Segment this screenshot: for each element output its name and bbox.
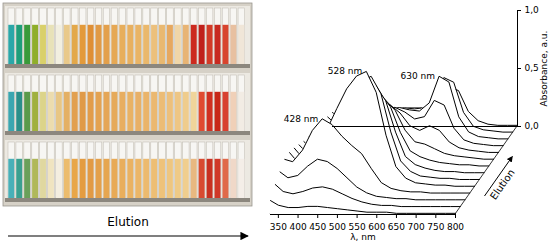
- svg-text:Elution: Elution: [487, 167, 517, 202]
- svg-text:0,5: 0,5: [525, 63, 539, 73]
- svg-text:400: 400: [289, 222, 306, 232]
- svg-text:550: 550: [349, 222, 366, 232]
- svg-text:Elution: Elution: [107, 215, 149, 229]
- svg-text:800: 800: [447, 222, 464, 232]
- svg-text:350: 350: [270, 222, 287, 232]
- svg-text:700: 700: [408, 222, 425, 232]
- svg-text:450: 450: [309, 222, 326, 232]
- svg-text:500: 500: [329, 222, 346, 232]
- svg-text:λ, nm: λ, nm: [350, 232, 376, 242]
- svg-text:Absorbance, a.u.: Absorbance, a.u.: [539, 31, 549, 107]
- svg-text:428 nm: 428 nm: [284, 114, 319, 124]
- svg-text:750: 750: [427, 222, 444, 232]
- svg-text:1,0: 1,0: [525, 5, 540, 15]
- svg-text:528 nm: 528 nm: [328, 66, 363, 76]
- svg-text:650: 650: [388, 222, 405, 232]
- svg-text:600: 600: [368, 222, 385, 232]
- svg-text:0,0: 0,0: [525, 121, 540, 131]
- svg-text:630 nm: 630 nm: [401, 71, 436, 81]
